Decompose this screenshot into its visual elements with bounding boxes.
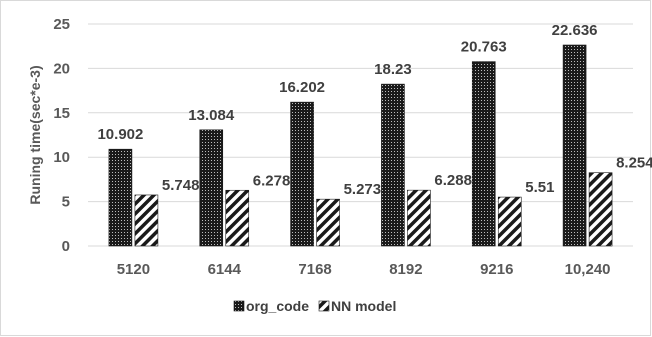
y-tick-label: 15: [53, 105, 70, 122]
y-tick-label: 5: [62, 194, 70, 211]
y-tick-label: 20: [53, 60, 70, 77]
y-tick-label: 0: [62, 238, 70, 255]
data-label: 5.748: [162, 177, 200, 194]
y-axis-tick-labels: 0 5 10 15 20 25: [53, 16, 70, 255]
bar-org-code: [381, 83, 405, 247]
bar-nn-model: [134, 194, 159, 247]
data-label: 22.636: [552, 22, 598, 39]
x-tick-label: 7168: [298, 261, 331, 278]
data-label: 20.763: [461, 39, 507, 56]
x-tick-label: 5120: [117, 261, 150, 278]
legend-label: org_code: [246, 298, 309, 314]
data-label: 16.202: [279, 79, 325, 96]
x-tick-label: 10,240: [565, 261, 611, 278]
bar-nn-model: [588, 172, 613, 247]
data-label: 13.084: [188, 107, 235, 124]
y-axis-title: Runing time(sec*e-3): [27, 65, 43, 204]
legend-swatch: [233, 300, 245, 312]
legend: org_code NN model: [233, 298, 396, 314]
y-tick-label: 10: [53, 149, 70, 166]
bar-org-code: [471, 61, 496, 247]
bar-org-code: [108, 148, 133, 247]
bar-nn-model: [407, 189, 431, 247]
data-label: 6.288: [434, 172, 472, 189]
legend-swatch: [318, 300, 330, 312]
y-tick-label: 25: [53, 16, 70, 33]
bars: [108, 44, 613, 247]
bar-nn-model: [316, 198, 340, 247]
bar-org-code: [562, 44, 587, 247]
data-label: 18.23: [374, 61, 412, 78]
bar-org-code: [290, 101, 314, 247]
x-axis-tick-labels: 5120 6144 7168 8192 9216 10,240: [117, 261, 611, 278]
data-label: 5.51: [525, 179, 554, 196]
x-tick-label: 9216: [480, 261, 513, 278]
x-tick-label: 6144: [208, 261, 242, 278]
data-labels: 10.902 5.748 13.084 6.278 16.202 5.273 18.23 6.…: [97, 22, 652, 198]
gridlines: [88, 23, 633, 247]
data-label: 6.278: [253, 172, 291, 189]
x-tick-label: 8192: [389, 261, 422, 278]
data-label: 10.902: [97, 126, 143, 143]
bar-org-code: [199, 129, 224, 247]
data-label: 5.273: [344, 181, 382, 198]
bar-nn-model: [497, 196, 522, 247]
data-label: 8.254: [616, 155, 652, 172]
bar-nn-model: [225, 189, 250, 247]
legend-label: NN model: [331, 298, 396, 314]
